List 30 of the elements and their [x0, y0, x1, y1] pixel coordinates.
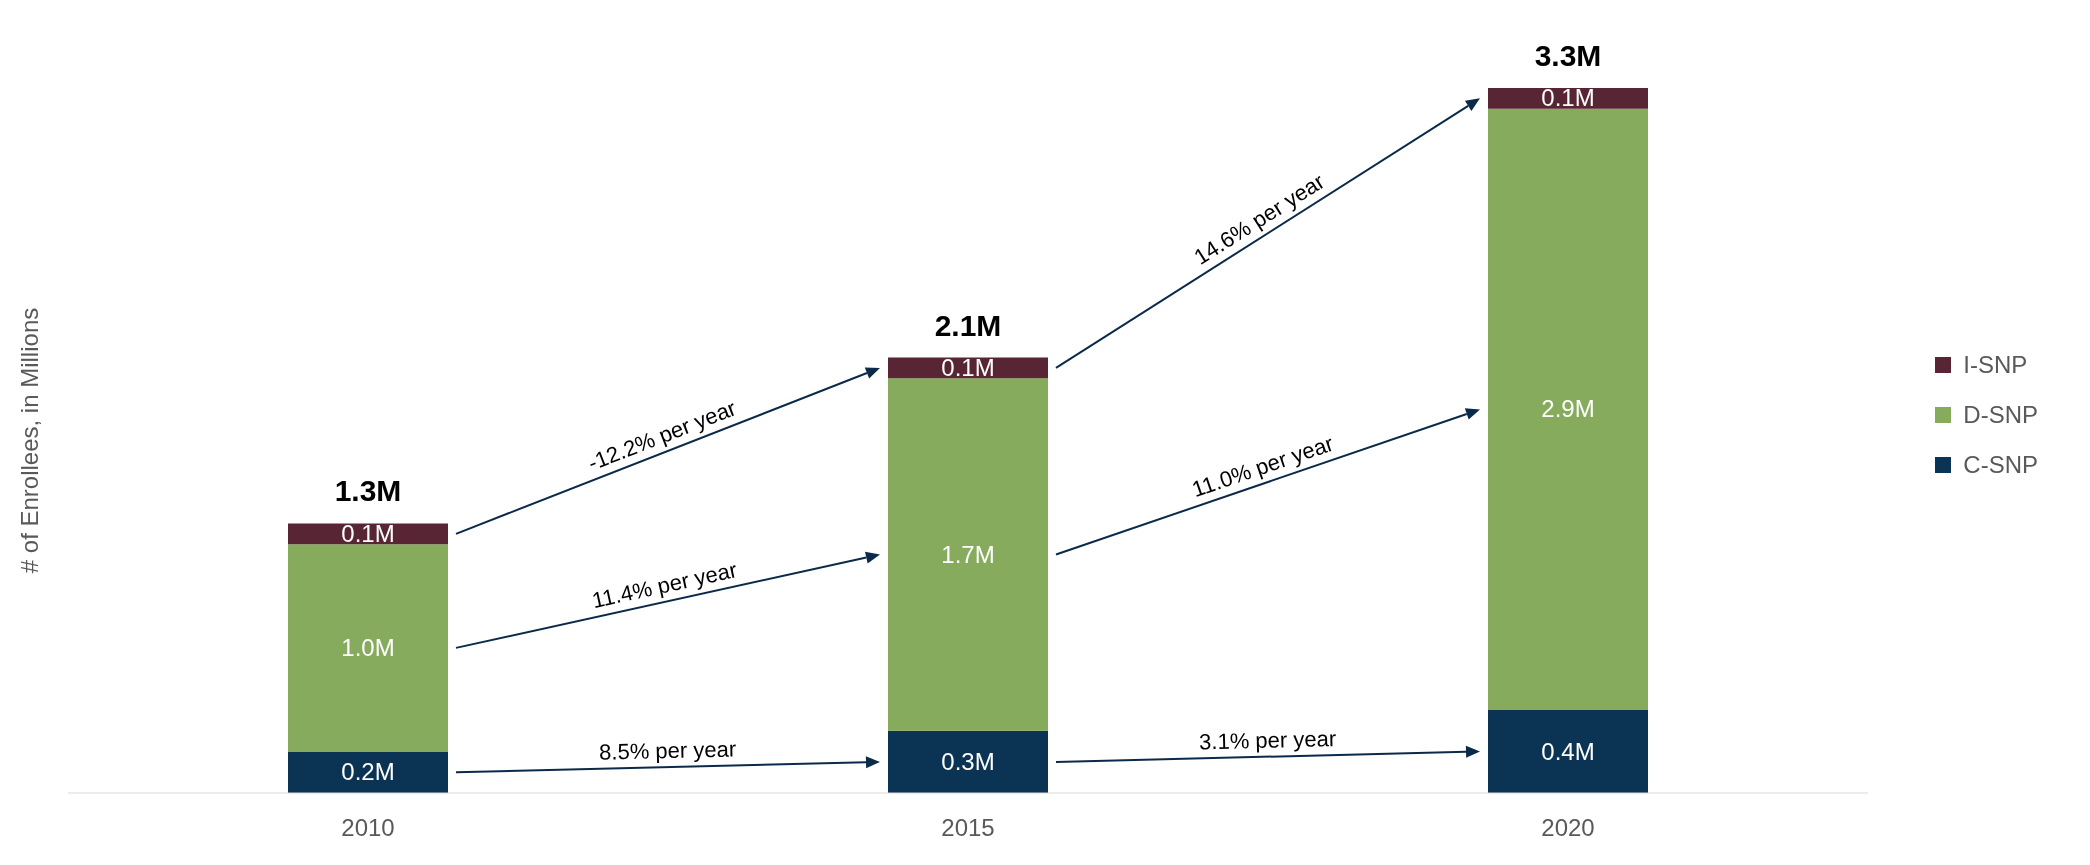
- y-axis-title: # of Enrollees, in Millions: [16, 307, 43, 574]
- data-label: 0.2M: [341, 758, 395, 786]
- bar: [288, 751, 448, 793]
- data-label: 1.0M: [341, 633, 395, 661]
- data-label: 0.4M: [1541, 737, 1595, 765]
- legend-label: I-SNP: [1963, 350, 2028, 379]
- bar: [888, 378, 1048, 731]
- bar: [1488, 710, 1648, 793]
- data-label: 2.9M: [1541, 395, 1595, 423]
- data-label: 0.1M: [341, 519, 395, 547]
- total-label: 1.3M: [334, 474, 402, 508]
- total-label: 3.3M: [1534, 39, 1602, 72]
- annotation: 8.5% per year: [598, 736, 737, 765]
- legend-label: D-SNP: [1963, 400, 2038, 429]
- data-label: 0.3M: [941, 747, 995, 775]
- annotation: 11.0% per year: [1188, 430, 1337, 503]
- annotation: -12.2% per year: [584, 395, 740, 476]
- total-label: 2.1M: [934, 308, 1002, 342]
- bar: [288, 544, 448, 752]
- bar: [888, 730, 1048, 793]
- x-tick-label: 2015: [941, 814, 995, 842]
- legend-label: C-SNP: [1963, 450, 2038, 479]
- annotation: 3.1% per year: [1198, 726, 1337, 755]
- data-label: 1.7M: [941, 540, 995, 568]
- x-tick-label: 2020: [1541, 814, 1595, 842]
- data-label: 0.1M: [1541, 84, 1595, 112]
- x-tick-label: 2010: [341, 814, 395, 842]
- annotation: 11.4% per year: [589, 557, 740, 614]
- data-label: 0.1M: [941, 353, 995, 381]
- bar: [1488, 108, 1648, 711]
